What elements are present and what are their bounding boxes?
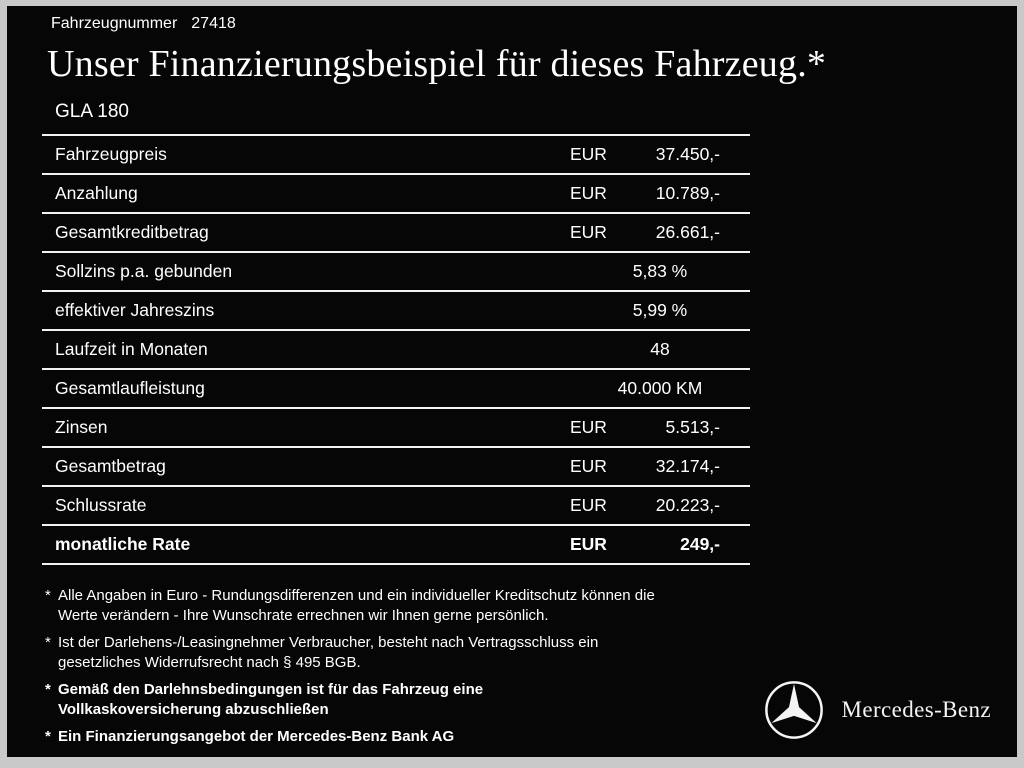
row-label: Gesamtbetrag [55, 456, 166, 476]
row-value: EUR 5.513,- [570, 417, 750, 438]
row-value: 40.000 KM [570, 378, 750, 399]
finance-sheet: Fahrzeugnummer 27418 Unser Finanzierungs… [7, 6, 1017, 757]
row-amount: 37.450,- [655, 144, 720, 164]
footnote: * Gemäß den Darlehnsbedingungen ist für d… [45, 680, 765, 719]
currency-label: EUR [570, 495, 607, 515]
row-value: EUR 37.450,- [570, 144, 750, 165]
vehicle-model: GLA 180 [55, 101, 129, 122]
row-label: Zinsen [55, 417, 108, 437]
row-value: EUR 20.223,- [570, 495, 750, 516]
row-value: EUR 249,- [570, 534, 750, 555]
table-row: Anzahlung EUR 10.789,- [42, 173, 750, 212]
row-label: Sollzins p.a. gebunden [55, 261, 233, 281]
footnote: * Ist der Darlehens-/Leasingnehmer Verbra… [45, 633, 765, 672]
row-amount: 48 [650, 339, 670, 359]
page-title: Unser Finanzierungsbeispiel für dieses F… [47, 43, 827, 85]
row-label: Laufzeit in Monaten [55, 339, 208, 359]
row-label: Schlussrate [55, 495, 147, 515]
vehicle-number-label: Fahrzeugnummer [51, 15, 178, 32]
row-amount: 10.789,- [655, 183, 720, 203]
row-amount: 249,- [680, 534, 720, 554]
row-value: EUR 10.789,- [570, 183, 750, 204]
footnote-text: Ist der Darlehens-/Leasingnehmer Verbrau… [58, 634, 599, 671]
footnote: * Alle Angaben in Euro - Rundungsdifferen… [45, 586, 765, 625]
table-row: Laufzeit in Monaten 48 [42, 329, 750, 368]
row-label: Anzahlung [55, 183, 138, 203]
vehicle-number-value: 27418 [191, 15, 236, 32]
row-amount: 40.000 KM [617, 378, 703, 398]
footnote-text: Alle Angaben in Euro - Rundungsdifferenz… [58, 587, 655, 624]
row-label: monatliche Rate [55, 534, 191, 554]
table-row: monatliche Rate EUR 249,- [42, 524, 750, 563]
currency-label: EUR [570, 456, 607, 476]
row-amount: 26.661,- [655, 222, 720, 242]
row-label: Gesamtkreditbetrag [55, 222, 209, 242]
vehicle-number: Fahrzeugnummer 27418 [51, 15, 1017, 33]
currency-label: EUR [570, 144, 607, 164]
row-label: effektiver Jahreszins [55, 300, 215, 320]
table-row: Sollzins p.a. gebunden 5,83 % [42, 251, 750, 290]
currency-label: EUR [570, 417, 607, 437]
row-value: 5,99 % [570, 300, 750, 321]
footnote: * Ein Finanzierungsangebot der Mercedes-B… [45, 727, 765, 747]
row-amount: 20.223,- [655, 495, 720, 515]
row-label: Fahrzeugpreis [55, 144, 167, 164]
row-label: Gesamtlaufleistung [55, 378, 205, 398]
table-row: Gesamtkreditbetrag EUR 26.661,- [42, 212, 750, 251]
table-row: Gesamtlaufleistung 40.000 KM [42, 368, 750, 407]
row-value: EUR 26.661,- [570, 222, 750, 243]
currency-label: EUR [570, 534, 607, 554]
currency-label: EUR [570, 222, 607, 242]
row-amount: 5.513,- [665, 417, 720, 437]
footnote-text: Ein Finanzierungsangebot der Mercedes-Be… [58, 728, 455, 745]
row-amount: 5,99 % [632, 300, 688, 320]
table-row: Gesamtbetrag EUR 32.174,- [42, 446, 750, 485]
currency-label: EUR [570, 183, 607, 203]
footnote-text: Gemäß den Darlehnsbedingungen ist für da… [58, 681, 484, 718]
footnote-marker: * [45, 634, 51, 651]
table-row: Zinsen EUR 5.513,- [42, 407, 750, 446]
footnotes: * Alle Angaben in Euro - Rundungsdifferen… [45, 586, 1017, 747]
table-row: Schlussrate EUR 20.223,- [42, 485, 750, 524]
row-value: 5,83 % [570, 261, 750, 282]
footnote-marker: * [45, 681, 51, 698]
finance-table: Fahrzeugpreis EUR 37.450,- Anzahlung EUR 10.7… [42, 134, 750, 565]
table-row: Fahrzeugpreis EUR 37.450,- [42, 134, 750, 173]
row-value: EUR 32.174,- [570, 456, 750, 477]
table-row: effektiver Jahreszins 5,99 % [42, 290, 750, 329]
brand-area: Mercedes-Benz [763, 679, 991, 741]
row-value: 48 [570, 339, 750, 360]
row-amount: 5,83 % [632, 261, 688, 281]
footnote-marker: * [45, 587, 51, 604]
footnote-marker: * [45, 728, 51, 745]
mercedes-star-icon [765, 681, 824, 739]
brand-name: Mercedes-Benz [841, 697, 991, 722]
row-amount: 32.174,- [655, 456, 720, 476]
